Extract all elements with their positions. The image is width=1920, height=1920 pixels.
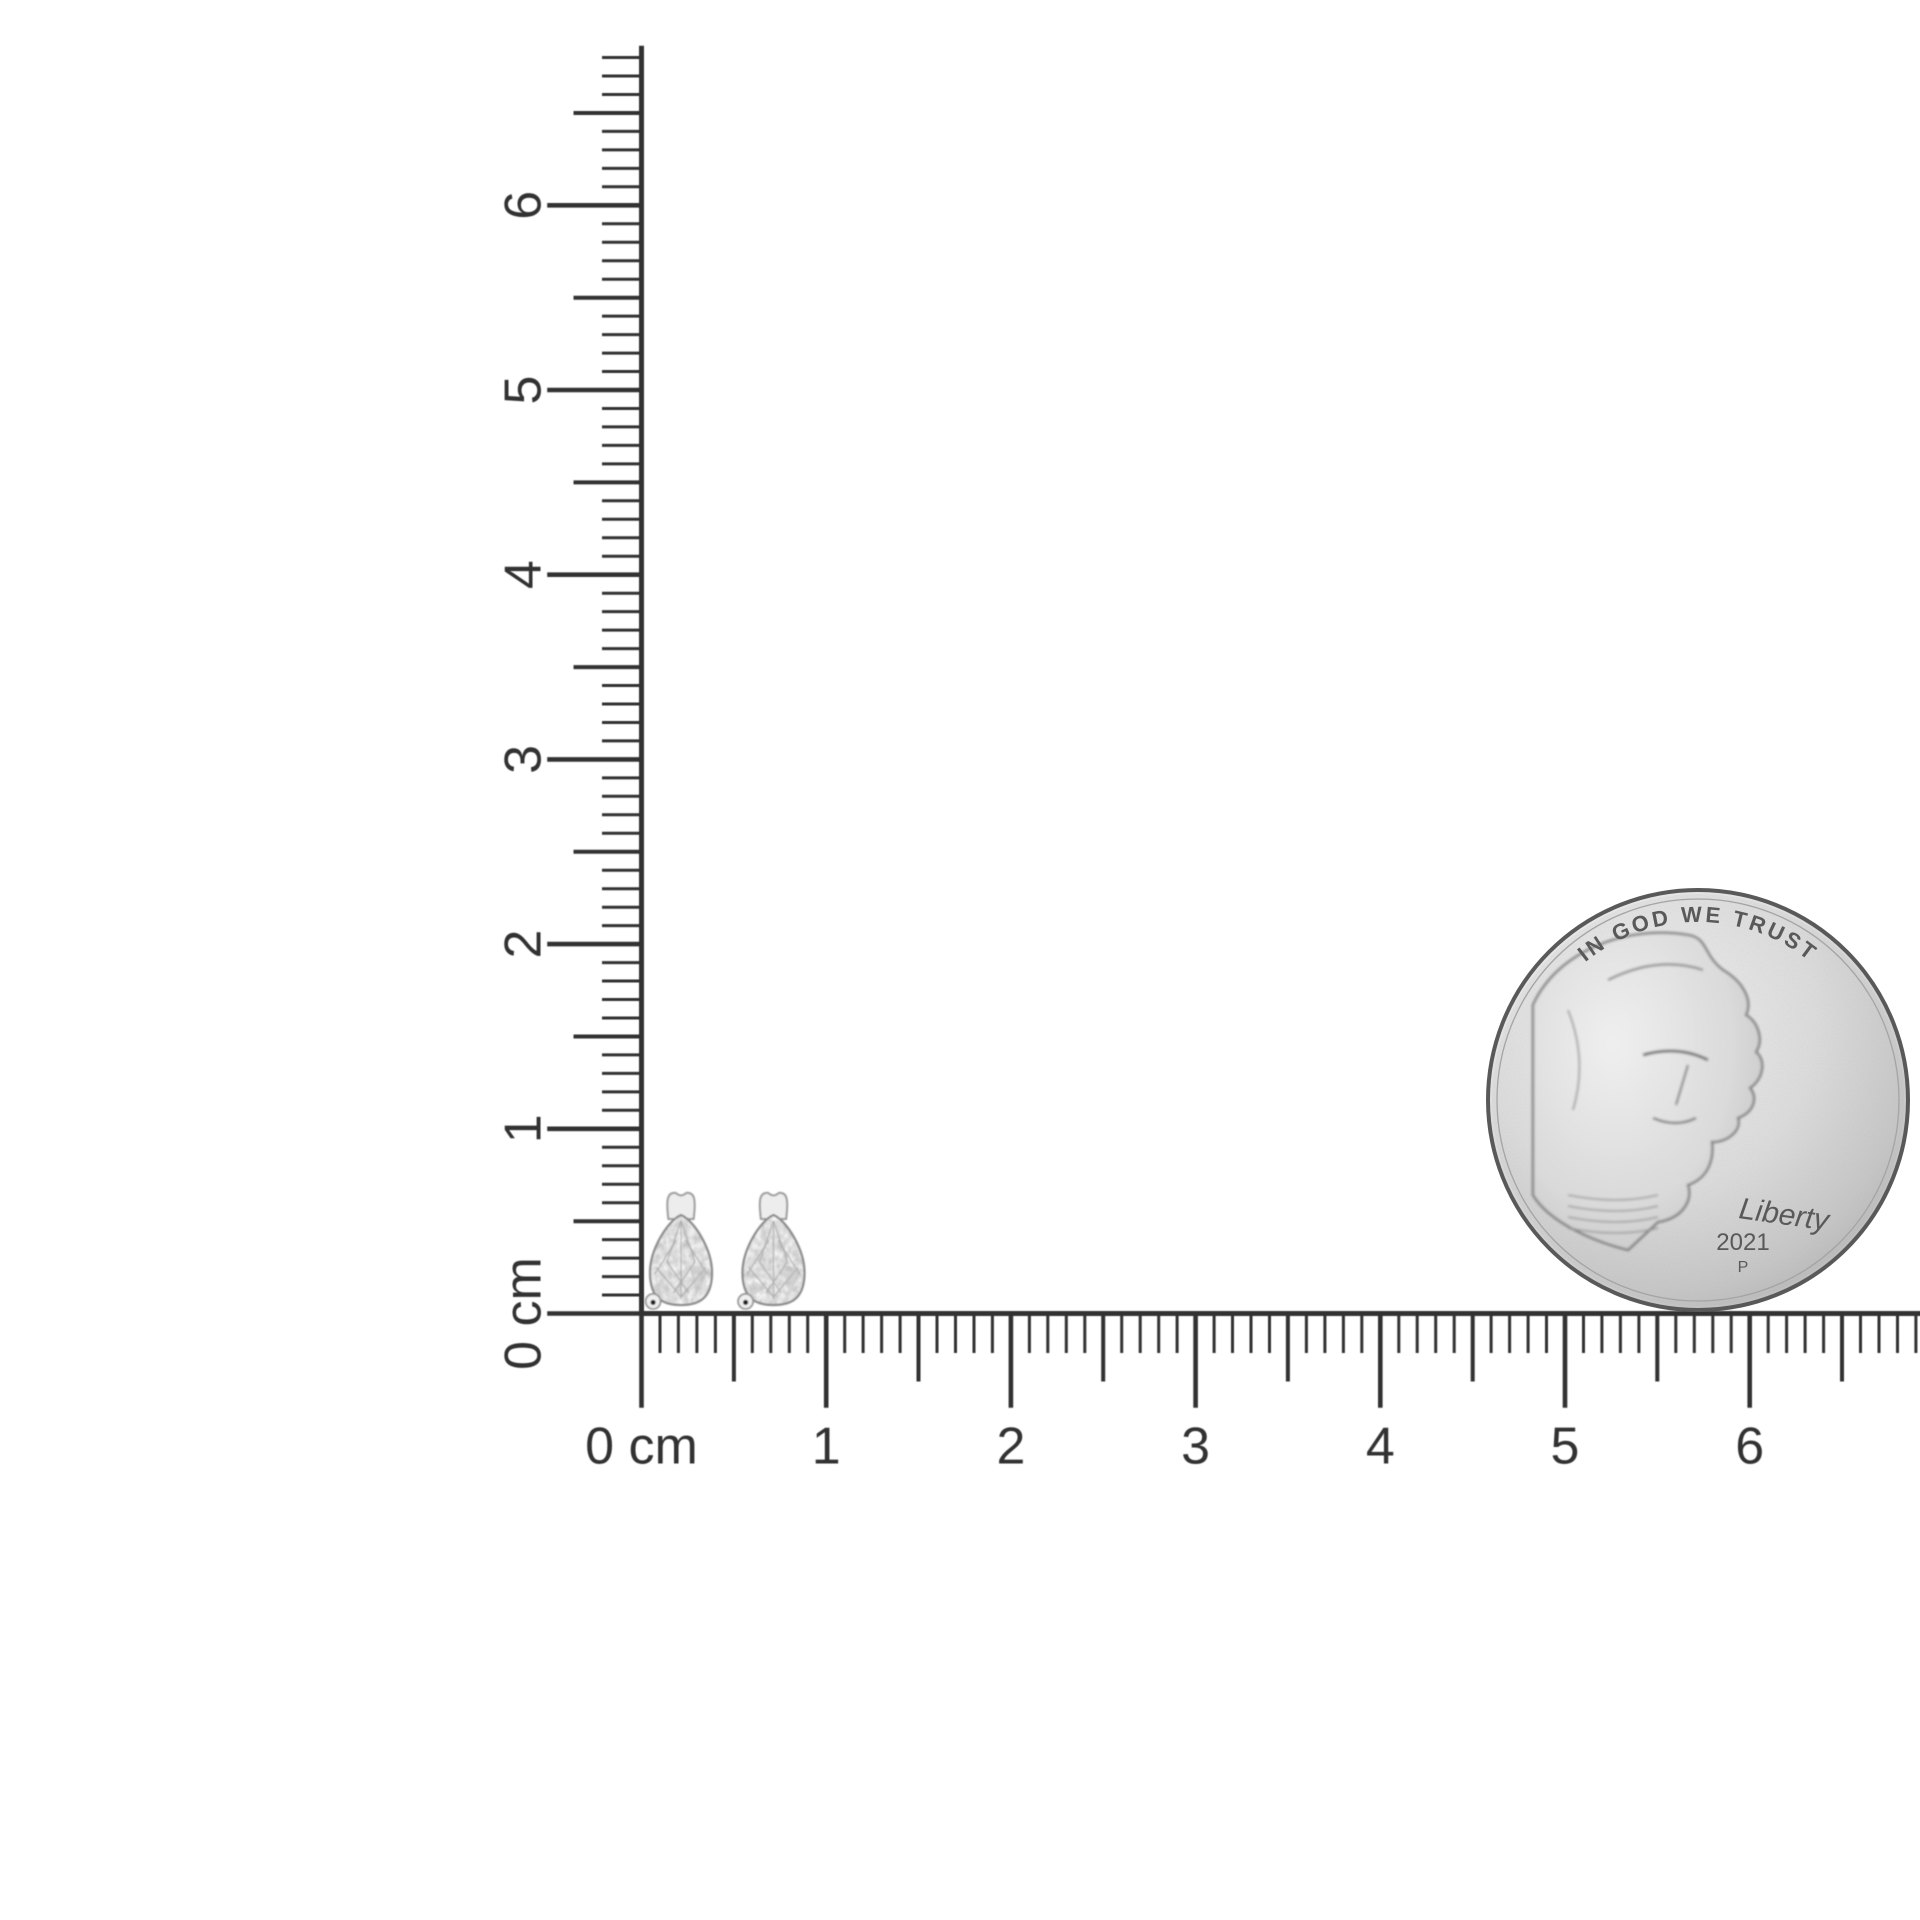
svg-text:2: 2 (495, 930, 553, 959)
svg-text:1: 1 (495, 1114, 553, 1143)
svg-text:2021: 2021 (1716, 1229, 1769, 1256)
svg-text:3: 3 (495, 745, 553, 774)
svg-text:6: 6 (1735, 1418, 1764, 1476)
svg-text:5: 5 (495, 376, 553, 405)
svg-text:4: 4 (495, 560, 553, 589)
svg-text:0 cm: 0 cm (585, 1418, 698, 1476)
svg-text:2: 2 (996, 1418, 1025, 1476)
svg-text:3: 3 (1181, 1418, 1210, 1476)
svg-text:6: 6 (495, 191, 553, 220)
svg-text:5: 5 (1551, 1418, 1580, 1476)
svg-text:P: P (1738, 1259, 1749, 1276)
svg-text:0 cm: 0 cm (495, 1257, 553, 1370)
svg-text:1: 1 (812, 1418, 841, 1476)
svg-text:4: 4 (1366, 1418, 1395, 1476)
